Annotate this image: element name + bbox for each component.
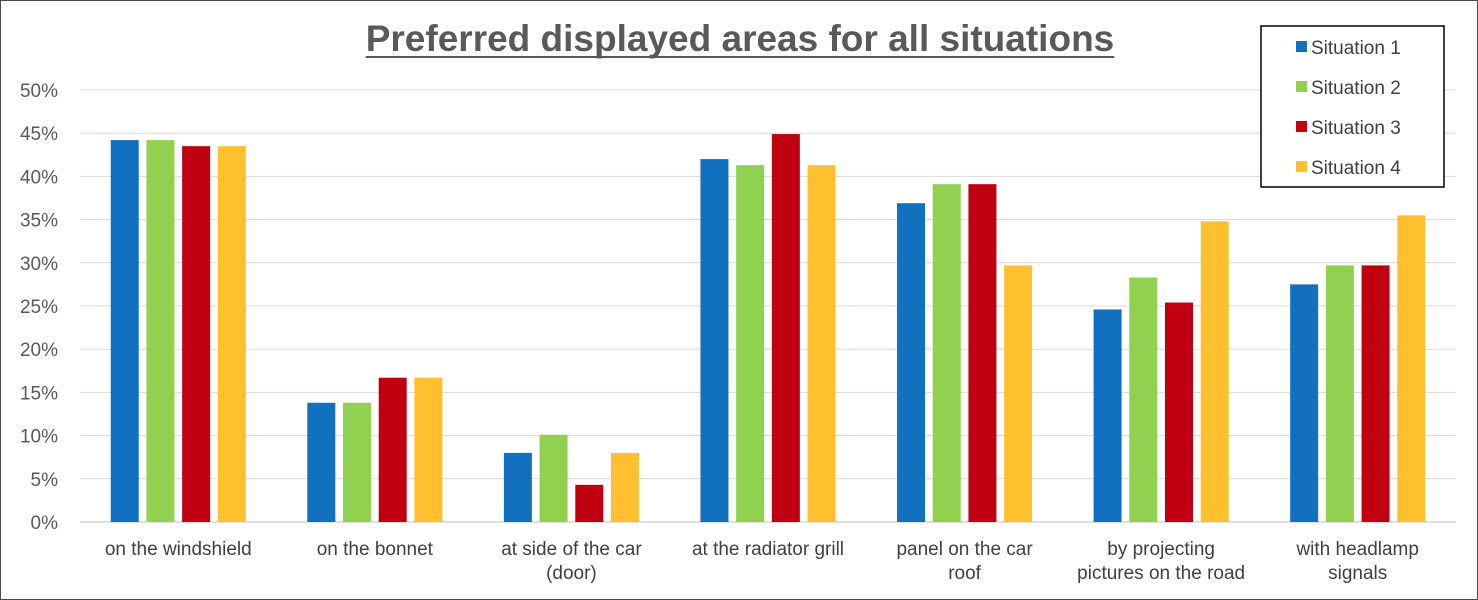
x-tick-label: on the windshield [105, 539, 252, 560]
y-tick-label: 40% [20, 167, 58, 188]
gridlines [80, 89, 1456, 523]
y-tick-label: 0% [31, 513, 59, 534]
y-tick-label: 10% [20, 427, 58, 448]
bar [1397, 215, 1426, 522]
x-tick-label: at the radiator grill [692, 539, 844, 560]
y-tick-label: 15% [20, 383, 58, 404]
x-tick-label: by projecting [1107, 539, 1215, 560]
bar [307, 402, 336, 522]
y-tick-label: 30% [20, 254, 58, 275]
x-tick-label: at side of the car [501, 539, 642, 560]
bar [539, 434, 568, 522]
bar [146, 140, 175, 522]
bars [110, 134, 1426, 522]
y-tick-label: 20% [20, 340, 58, 361]
legend-swatch [1296, 161, 1307, 172]
x-tick-label: on the bonnet [317, 539, 434, 560]
legend-swatch [1296, 81, 1307, 92]
bar [1093, 309, 1122, 522]
y-tick-label: 35% [20, 211, 58, 232]
y-tick-label: 25% [20, 297, 58, 318]
legend-swatch [1296, 41, 1307, 52]
bar [378, 377, 407, 522]
legend-label: Situation 2 [1311, 78, 1401, 99]
bar [932, 184, 961, 522]
x-axis: on the windshield on the bonnet at side of… [105, 539, 1419, 584]
x-tick-label: roof [948, 563, 981, 584]
bar [736, 165, 765, 522]
bar [610, 452, 639, 522]
legend-label: Situation 1 [1311, 38, 1401, 59]
bar [503, 452, 532, 522]
bar [1164, 302, 1193, 522]
bar [897, 203, 926, 522]
bar [110, 140, 139, 522]
bar [1290, 284, 1319, 522]
bar [182, 146, 211, 522]
bar [968, 184, 997, 522]
chart-title: Preferred displayed areas for all situat… [366, 18, 1115, 59]
legend-box [1260, 25, 1445, 188]
x-tick-label: (door) [546, 563, 597, 584]
x-tick-label: signals [1328, 563, 1387, 584]
bar [1200, 221, 1229, 522]
y-tick-label: 5% [31, 470, 59, 491]
y-tick-label: 50% [20, 81, 58, 102]
legend: Situation 1 Situation 2 Situation 3 Situati… [1260, 25, 1445, 188]
x-tick-label: panel on the car [896, 539, 1033, 560]
bar [217, 146, 246, 522]
x-tick-label: with headlamp [1295, 539, 1419, 560]
chart-title-group: Preferred displayed areas for all situat… [365, 18, 1115, 59]
bar [414, 377, 443, 522]
x-tick-label: pictures on the road [1077, 563, 1245, 584]
y-axis: 0% 5% 10% 15% 20% 25% 30% 35% 40% 45% 50% [20, 81, 58, 534]
y-tick-label: 45% [20, 124, 58, 145]
bar [700, 159, 729, 522]
legend-label: Situation 3 [1311, 118, 1401, 139]
bar [807, 165, 836, 522]
bar [1325, 265, 1354, 522]
bar [575, 484, 604, 522]
bar [1361, 265, 1390, 522]
bar [1004, 265, 1033, 522]
bar [343, 402, 372, 522]
legend-label: Situation 4 [1311, 158, 1401, 179]
bar [1129, 277, 1158, 522]
bar [771, 134, 800, 522]
legend-swatch [1296, 121, 1307, 132]
